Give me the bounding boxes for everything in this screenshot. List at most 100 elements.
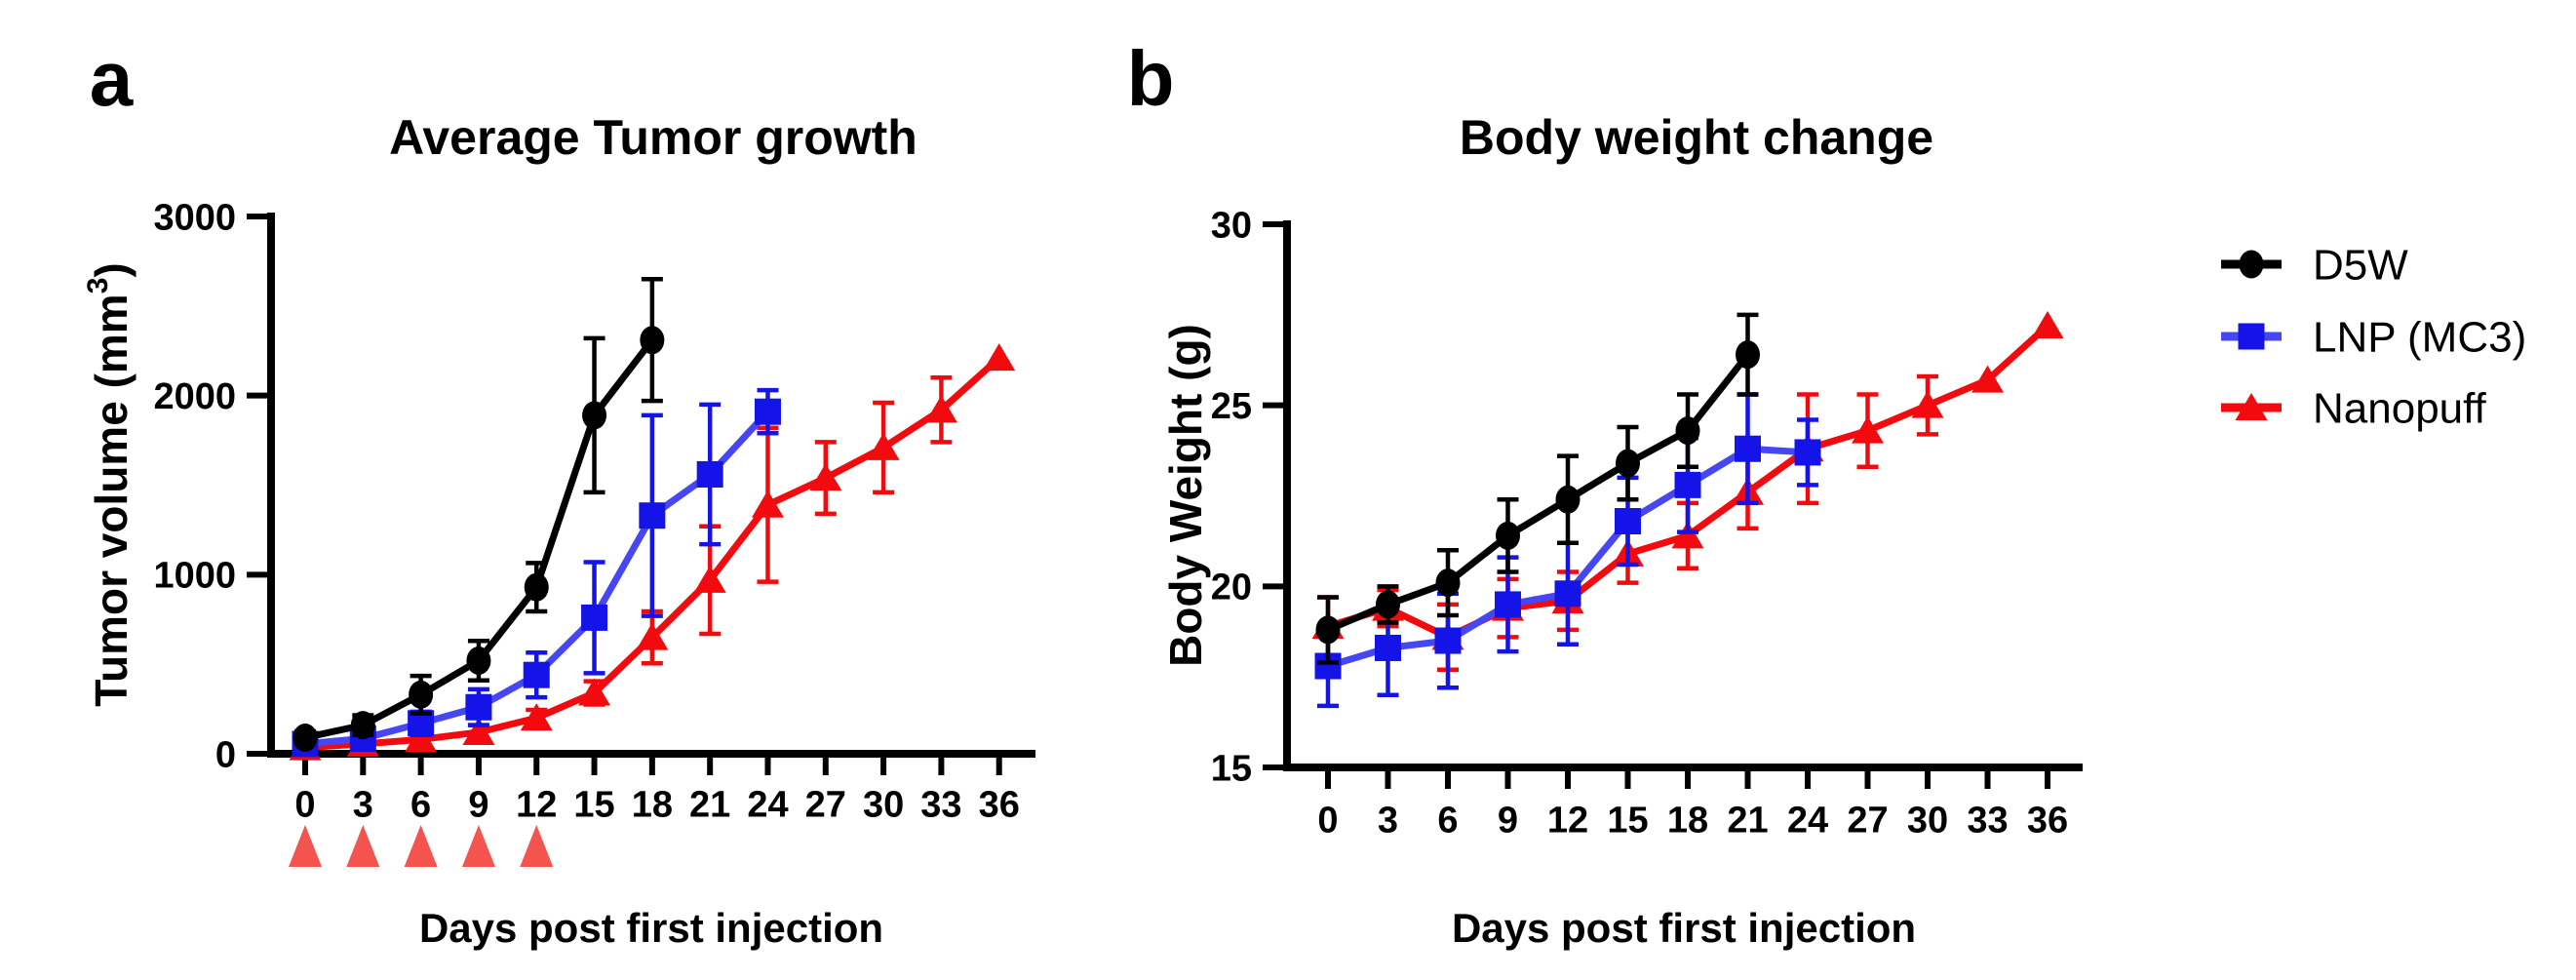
legend-circle-icon [2239,250,2264,279]
injection-arrow-icon [346,825,380,867]
legend-label-nanopuff: Nanopuff [2313,384,2487,432]
x-tick-label: 33 [1967,800,2008,841]
x-tick-label: 12 [1547,800,1588,841]
x-tick-label: 36 [2027,800,2068,841]
series-d5w [1315,312,1760,665]
injection-arrow-icon [404,825,438,867]
x-tick-label: 36 [979,784,1020,825]
x-tick-label: 21 [1727,800,1768,841]
data-point-marker [524,572,549,602]
data-point-marker [1615,507,1641,534]
x-tick-label: 6 [1437,800,1458,841]
x-tick-label: 6 [410,784,431,825]
legend-square-icon [2238,323,2265,350]
weight-x-axis-title: Days post first injection [1452,905,1916,951]
legend: D5W LNP (MC3) Nanopuff [2221,241,2526,432]
x-tick-label: 15 [573,784,614,825]
tumor-x-axis-title: Days post first injection [419,905,883,951]
legend-triangle-icon [2235,393,2268,420]
data-point-marker [1911,390,1944,418]
y-tick-label: 25 [1211,386,1252,427]
tumor-y-axis-title-sup: 3 [82,278,114,294]
data-point-marker [523,661,550,688]
y-tick-label: 3000 [153,197,236,238]
data-point-marker [1555,485,1581,514]
injection-arrow-icon [461,825,495,867]
x-tick-label: 18 [632,784,673,825]
series-lnp-mc3- [1314,392,1821,709]
legend-label-lnp: LNP (MC3) [2313,313,2526,361]
data-point-marker [581,604,608,631]
series-d5w [293,277,665,752]
injection-arrow-icon [289,825,322,867]
data-point-marker [1496,521,1520,550]
y-tick-label: 2000 [153,376,236,417]
data-point-marker [578,678,611,706]
x-tick-label: 33 [920,784,961,825]
data-point-marker [1675,416,1700,446]
data-point-marker [409,680,434,709]
y-tick-label: 0 [215,734,236,775]
data-point-marker [1315,615,1341,645]
tumor-y-axis-title-text: Tumor volume (mm [86,294,137,706]
data-point-marker [405,725,438,753]
y-tick-label: 20 [1211,568,1252,608]
tumor-chart-title: Average Tumor growth [389,110,917,165]
tumor-y-axis-title-suffix: ) [86,262,137,277]
tumor-y-axis-title: Tumor volume (mm3) [82,262,137,706]
x-tick-label: 27 [805,784,846,825]
weight-y-axis-title: Body Weight (g) [1160,324,1211,667]
x-tick-label: 27 [1847,800,1888,841]
data-point-marker [1376,590,1400,619]
y-tick-label: 30 [1211,205,1252,246]
data-point-marker [696,460,723,488]
x-tick-label: 15 [1607,800,1648,841]
data-point-marker [983,343,1016,372]
data-point-marker [1554,580,1581,608]
x-tick-label: 9 [468,784,488,825]
data-point-marker [1434,627,1462,654]
data-point-marker [582,401,607,430]
data-point-marker [1495,591,1521,618]
x-tick-label: 0 [1317,800,1338,841]
y-tick-label: 15 [1211,748,1252,789]
x-tick-label: 3 [353,784,373,825]
data-point-marker [462,717,495,745]
data-point-marker [754,398,781,425]
x-tick-label: 24 [747,784,788,825]
data-point-marker [465,693,492,721]
data-point-marker [751,490,784,518]
x-tick-label: 30 [863,784,904,825]
data-point-marker [640,326,665,355]
x-tick-label: 0 [294,784,315,825]
data-point-marker [1674,471,1701,498]
data-point-marker [466,646,491,675]
panel-b-label: b [1127,35,1175,122]
data-point-marker [1736,340,1760,370]
data-point-marker [1616,449,1640,478]
weight-chart-title: Body weight change [1460,110,1933,165]
data-point-marker [1971,365,2004,393]
data-point-marker [2031,310,2064,338]
data-point-marker [924,395,957,423]
data-point-marker [1852,415,1884,444]
x-tick-label: 21 [689,784,730,825]
data-point-marker [693,565,726,593]
x-tick-label: 9 [1498,800,1518,841]
data-point-marker [1435,568,1461,598]
injection-arrow-icon [520,825,554,867]
x-tick-label: 30 [1907,800,1948,841]
data-point-marker [350,711,375,740]
data-point-marker [1735,435,1761,462]
legend-label-d5w: D5W [2313,241,2408,289]
x-tick-label: 12 [516,784,557,825]
data-point-marker [867,432,900,460]
data-point-marker [293,723,318,752]
data-point-marker [1375,634,1401,661]
x-tick-label: 3 [1378,800,1398,841]
data-point-marker [639,502,666,529]
